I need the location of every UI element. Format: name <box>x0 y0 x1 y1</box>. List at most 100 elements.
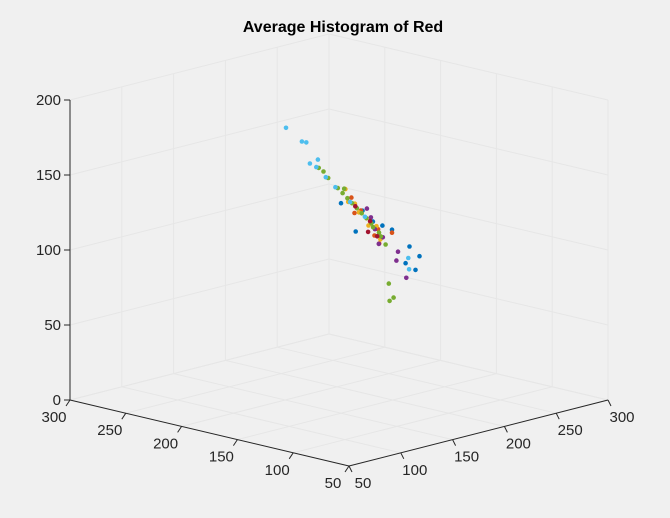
data-point <box>407 244 412 249</box>
y-axis-line <box>69 399 350 467</box>
x-tick-label: 300 <box>609 409 634 426</box>
floor-gridline-y <box>237 373 497 441</box>
x-tick-label: 100 <box>402 462 427 479</box>
y-tick-label: 250 <box>97 422 122 439</box>
data-point <box>304 140 309 145</box>
data-point <box>394 258 399 263</box>
data-point <box>404 275 409 281</box>
data-series <box>283 125 412 272</box>
data-point <box>389 230 395 235</box>
floor-gridline-x <box>173 373 453 441</box>
z-tick-label: 200 <box>36 92 61 109</box>
data-point <box>347 199 353 205</box>
z-tick-label: 100 <box>36 242 61 259</box>
data-point <box>359 211 365 216</box>
x-tick-mark <box>503 426 508 433</box>
data-point <box>406 255 411 261</box>
data-point <box>406 267 412 272</box>
data-point <box>387 298 392 304</box>
y-tick-mark <box>288 452 294 460</box>
data-point <box>378 234 384 239</box>
data-point <box>368 215 374 220</box>
floor-gridline-y <box>181 359 441 427</box>
z-tick-label: 150 <box>36 167 61 184</box>
data-point <box>352 210 357 216</box>
chart-title: Average Histogram of Red <box>243 19 443 36</box>
x-axis-line <box>348 399 609 467</box>
floor-gridline-x <box>225 359 505 427</box>
data-point <box>370 224 376 230</box>
data-point <box>345 195 350 201</box>
data-point <box>376 241 382 247</box>
x-tick-label: 200 <box>506 435 531 452</box>
floor-gridline-y <box>293 386 553 454</box>
x-tick-mark <box>400 452 405 460</box>
data-point <box>338 200 344 206</box>
y-tick-label: 50 <box>325 475 342 492</box>
floor-gridline-x <box>277 346 557 414</box>
data-point <box>307 161 313 166</box>
x-tick-label: 50 <box>355 475 372 492</box>
back-wall-gridline-z <box>69 333 330 401</box>
x-tick-mark <box>555 412 560 420</box>
data-point <box>349 195 354 200</box>
data-point <box>391 295 396 300</box>
data-point <box>340 190 345 196</box>
x-tick-label: 250 <box>558 422 583 439</box>
tick-labels: 5010015020025030050100150200250300050100… <box>36 92 635 492</box>
back-wall-gridline-z <box>69 108 330 176</box>
y-tick-label: 150 <box>209 449 234 466</box>
data-point <box>299 139 305 144</box>
data-point <box>314 164 319 170</box>
side-wall-gridline-z <box>328 258 609 326</box>
data-point <box>395 249 401 254</box>
grid <box>69 33 609 467</box>
axes <box>64 99 612 473</box>
z-tick-label: 0 <box>53 392 61 409</box>
data-point <box>403 260 408 266</box>
back-wall-gridline-z <box>69 258 330 326</box>
y-tick-mark <box>344 465 350 473</box>
data-point <box>321 169 326 174</box>
y-tick-label: 300 <box>41 409 66 426</box>
side-wall-gridline-z <box>328 108 609 176</box>
data-point <box>383 242 388 247</box>
x-tick-label: 150 <box>454 449 479 466</box>
y-tick-mark <box>177 426 183 433</box>
data-point <box>341 186 347 191</box>
data-point <box>323 174 329 180</box>
y-tick-mark <box>121 412 127 420</box>
side-wall-gridline-z <box>328 333 609 401</box>
data-point <box>283 125 289 131</box>
floor-gridline-x <box>121 386 401 454</box>
data-point <box>367 218 373 224</box>
data-points <box>283 125 422 304</box>
floor-gridline-y <box>125 346 385 414</box>
y-tick-label: 200 <box>153 435 178 452</box>
data-point <box>374 234 380 239</box>
y-tick-label: 100 <box>265 462 290 479</box>
x-tick-mark <box>452 439 457 446</box>
data-point <box>362 214 368 220</box>
y-tick-mark <box>65 399 71 407</box>
data-point <box>413 267 418 273</box>
data-point <box>364 206 370 211</box>
data-series <box>353 204 380 239</box>
x-tick-mark <box>348 465 353 473</box>
data-point <box>386 281 392 286</box>
data-point <box>380 223 385 228</box>
data-point <box>333 184 338 190</box>
side-wall-gridline-z <box>328 183 609 251</box>
back-wall-gridline-z <box>69 33 330 101</box>
data-point <box>365 229 371 235</box>
data-point <box>353 204 358 209</box>
x-tick-mark <box>607 399 612 407</box>
data-point <box>353 229 359 234</box>
y-tick-mark <box>232 439 238 446</box>
data-point <box>376 230 382 235</box>
back-wall-gridline-z <box>69 183 330 251</box>
data-series <box>316 165 396 304</box>
data-point <box>315 157 321 162</box>
